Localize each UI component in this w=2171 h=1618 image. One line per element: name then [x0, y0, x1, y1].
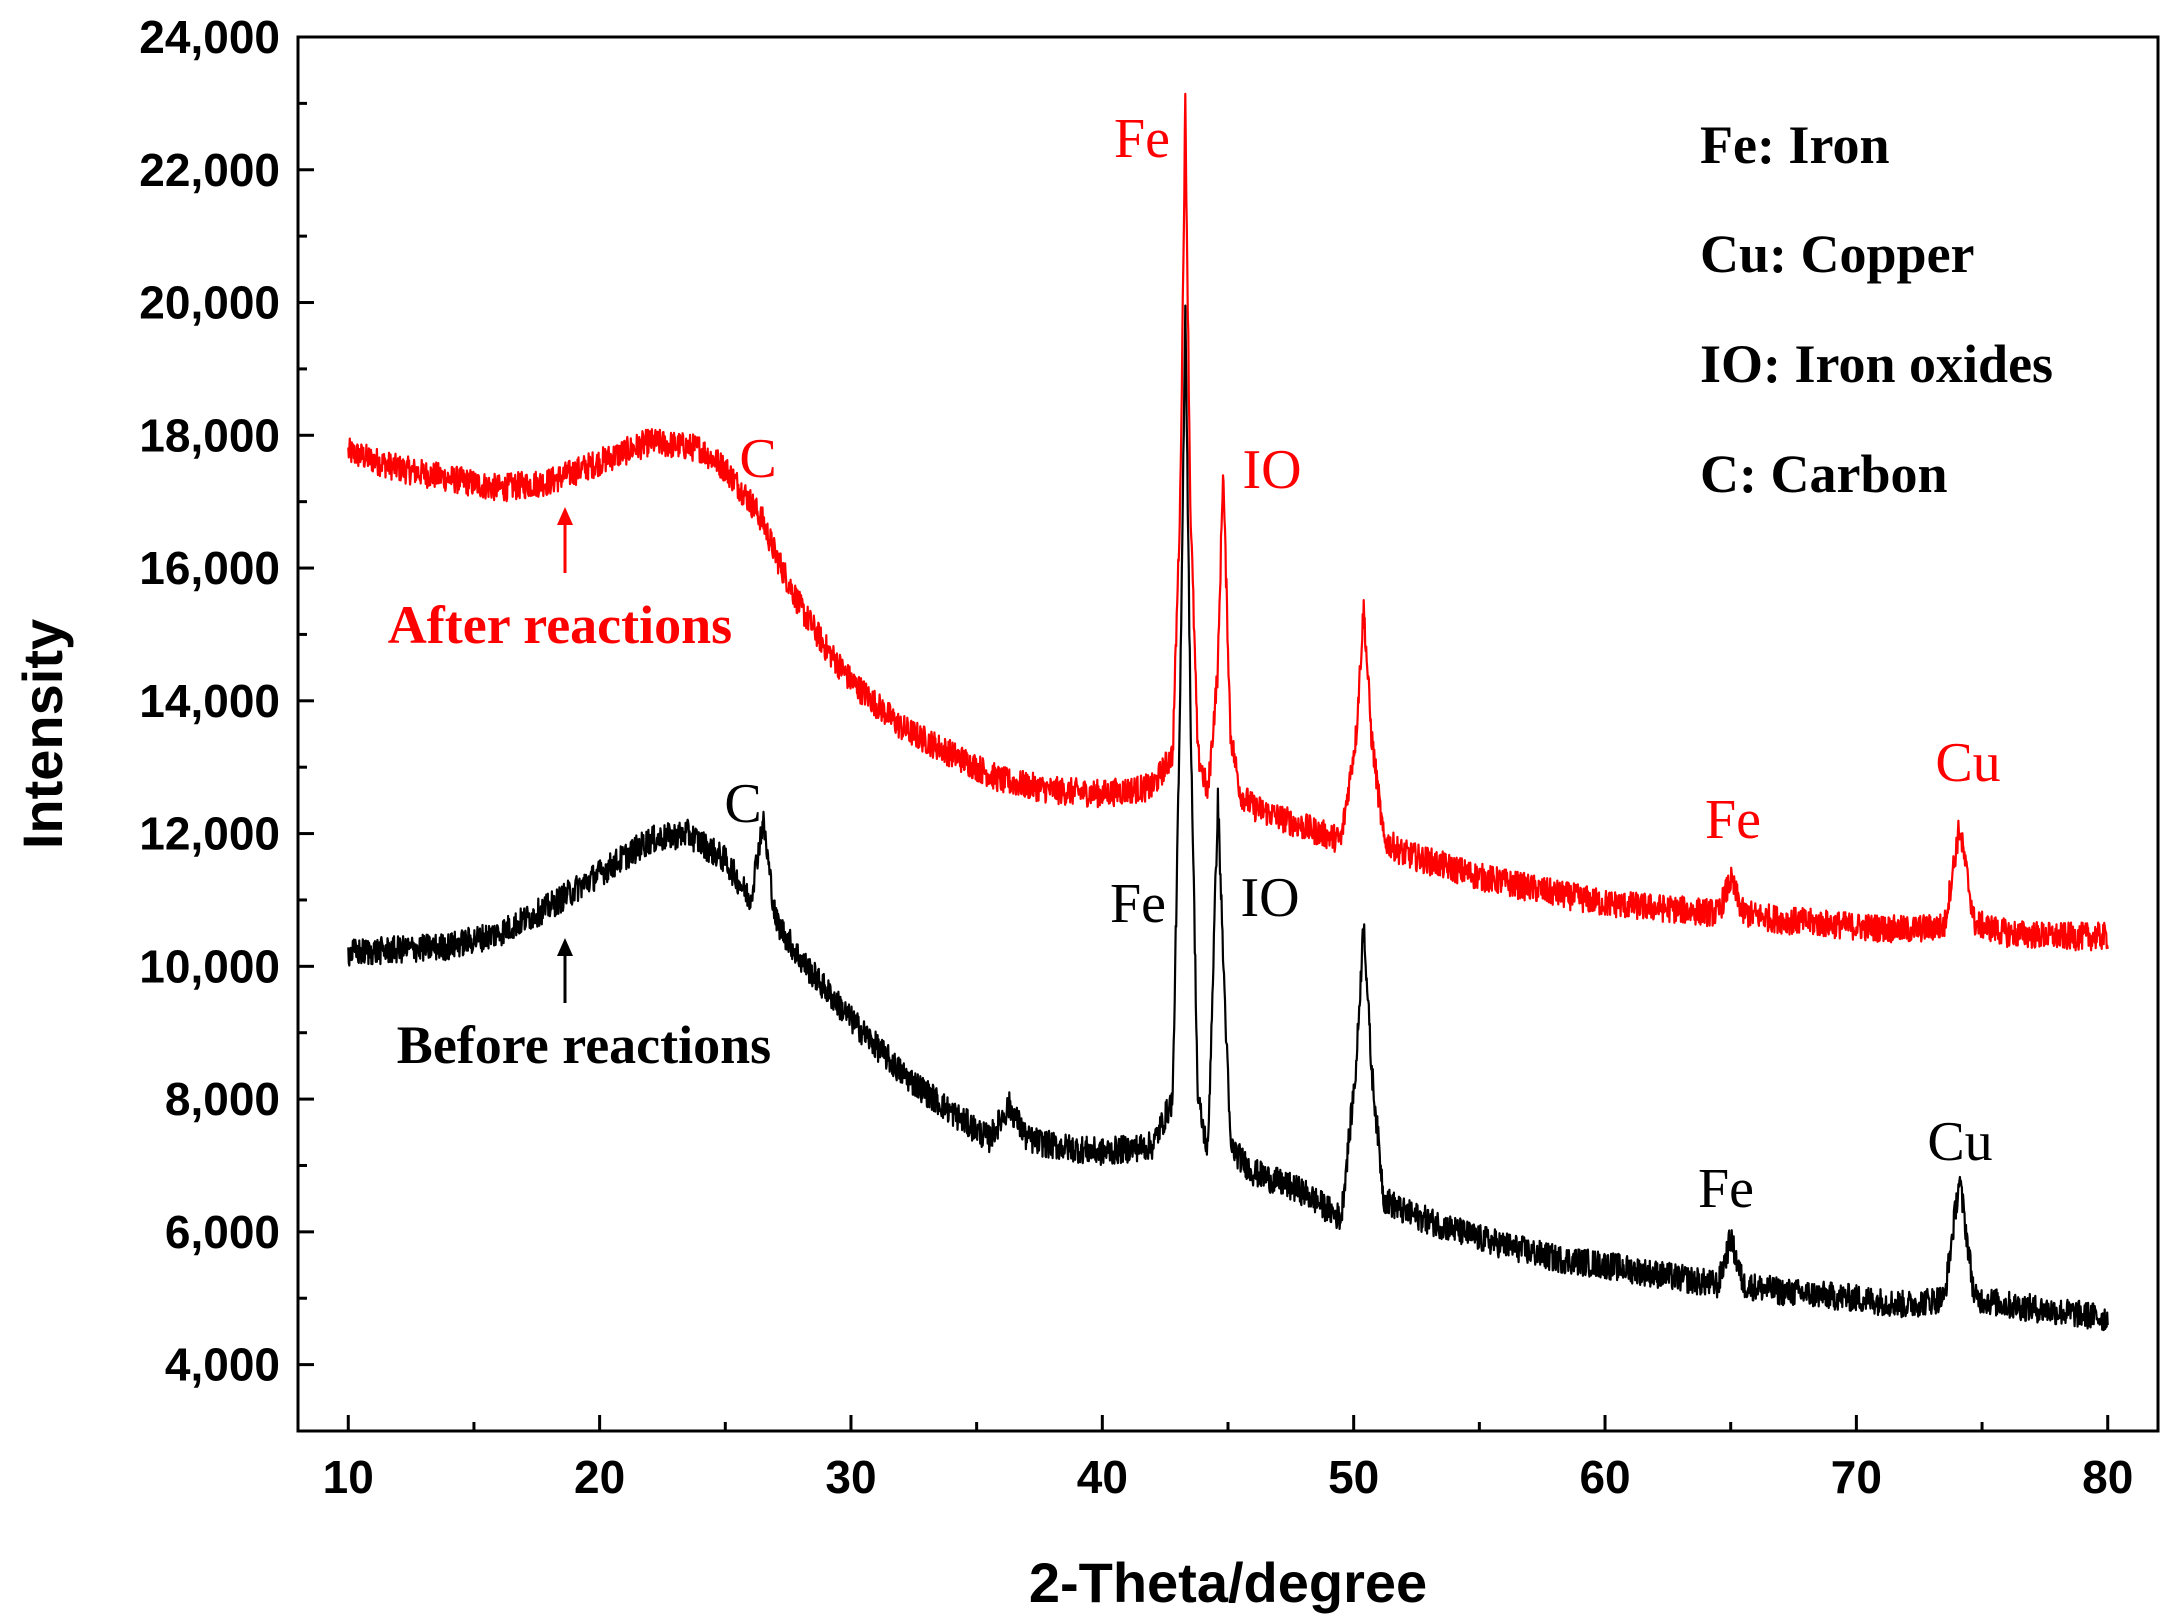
- y-tick-label: 22,000: [139, 144, 280, 196]
- x-tick-label: 70: [1831, 1451, 1882, 1503]
- peak-label: Fe: [1114, 108, 1170, 170]
- series-before-reactions: [347, 304, 2109, 1332]
- peak-label: IO: [1242, 439, 1301, 501]
- x-tick-label: 40: [1077, 1451, 1128, 1503]
- x-tick-label: 60: [1579, 1451, 1630, 1503]
- y-tick-label: 10,000: [139, 940, 280, 992]
- peak-label: C: [724, 773, 761, 835]
- peak-label: Fe: [1698, 1158, 1754, 1220]
- x-tick-label: 30: [825, 1451, 876, 1503]
- y-axis-title: Intensity: [11, 619, 74, 849]
- x-tick-label: 20: [574, 1451, 625, 1503]
- x-axis-title: 2-Theta/degree: [1029, 1551, 1427, 1614]
- x-tick-label: 80: [2082, 1451, 2133, 1503]
- y-tick-label: 4,000: [165, 1339, 280, 1391]
- series-label: Before reactions: [397, 1015, 771, 1075]
- peak-label: Fe: [1110, 873, 1166, 935]
- legend-entry: Cu: Copper: [1700, 224, 1975, 284]
- y-tick-label: 14,000: [139, 675, 280, 727]
- legend-entry: C: Carbon: [1700, 444, 1948, 504]
- x-tick-label: 10: [323, 1451, 374, 1503]
- y-tick-label: 18,000: [139, 409, 280, 461]
- peak-label: Fe: [1705, 789, 1761, 851]
- series-arrow-head: [557, 507, 573, 525]
- series-label: After reactions: [388, 595, 732, 655]
- y-tick-label: 24,000: [139, 11, 280, 63]
- series-after-reactions: [347, 92, 2109, 952]
- y-tick-label: 12,000: [139, 808, 280, 860]
- y-tick-label: 6,000: [165, 1206, 280, 1258]
- peak-label: C: [739, 428, 776, 490]
- legend-entry: Fe: Iron: [1700, 115, 1889, 175]
- legend-entry: IO: Iron oxides: [1700, 334, 2053, 394]
- series-arrow-head: [557, 938, 573, 956]
- y-tick-label: 20,000: [139, 277, 280, 329]
- y-tick-label: 8,000: [165, 1073, 280, 1125]
- y-tick-label: 16,000: [139, 542, 280, 594]
- peak-label: Cu: [1935, 732, 2000, 794]
- x-tick-label: 50: [1328, 1451, 1379, 1503]
- peak-label: Cu: [1927, 1111, 1992, 1173]
- peak-label: IO: [1240, 867, 1299, 929]
